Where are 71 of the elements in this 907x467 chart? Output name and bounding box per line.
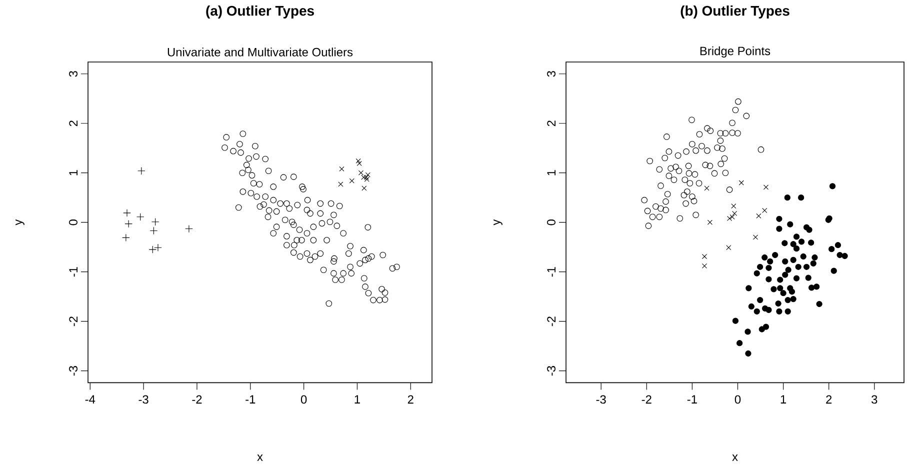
x-tick-label: 1: [780, 395, 786, 404]
point: [730, 214, 735, 220]
y-tick-label: 2: [547, 120, 556, 126]
point: [702, 254, 708, 260]
point: [362, 186, 367, 191]
y-tick-label: -2: [547, 316, 556, 326]
point: [154, 244, 162, 252]
y-tick-label: -1: [547, 267, 556, 277]
point: [148, 246, 156, 254]
y-axis-title: y: [16, 219, 24, 226]
point: [702, 263, 708, 268]
y-tick-label: -3: [547, 366, 556, 376]
point: [762, 208, 768, 213]
point: [339, 166, 344, 172]
x-axis-title: x: [257, 454, 263, 461]
x-tick-label: 1: [354, 395, 360, 404]
point: [138, 167, 146, 175]
point: [358, 170, 364, 176]
point: [150, 226, 158, 235]
y-tick-label: 3: [547, 71, 556, 77]
y-tick-label: 0: [69, 219, 78, 226]
chart-title: (a) Outlier Types: [206, 6, 314, 19]
x-tick-label: 2: [408, 395, 414, 404]
x-tick-label: -1: [687, 395, 697, 404]
x-tick-label: 0: [734, 395, 741, 404]
x-tick-label: -1: [246, 395, 256, 404]
point: [364, 174, 369, 180]
point: [122, 234, 130, 242]
x-tick-label: -2: [192, 395, 202, 404]
x-tick-label: -3: [596, 395, 606, 404]
point: [752, 234, 758, 240]
x-tick-label: 3: [872, 395, 878, 404]
point: [185, 224, 193, 233]
point: [338, 182, 344, 187]
point: [349, 178, 354, 184]
chart-subtitle: Bridge Points: [700, 46, 770, 58]
point: [707, 220, 712, 225]
point: [726, 245, 732, 250]
y-tick-label: -1: [69, 267, 78, 277]
point: [727, 216, 732, 221]
chart-title: (b) Outlier Types: [680, 6, 790, 19]
point: [365, 172, 370, 178]
point: [136, 213, 144, 221]
x-tick-label: -3: [138, 395, 148, 404]
y-tick-label: -3: [69, 366, 78, 376]
point: [738, 180, 744, 186]
point: [732, 210, 738, 216]
y-tick-label: 1: [547, 170, 556, 176]
y-tick-label: -2: [69, 316, 78, 326]
point: [356, 158, 361, 164]
y-tick-label: 2: [69, 120, 78, 126]
x-axis-title: x: [732, 454, 738, 461]
y-tick-label: 0: [547, 219, 556, 226]
y-tick-label: 3: [69, 71, 78, 77]
y-tick-label: 1: [69, 170, 78, 176]
point: [123, 209, 131, 217]
point: [124, 220, 132, 228]
point: [361, 174, 366, 180]
point: [731, 203, 736, 209]
x-tick-label: -4: [85, 395, 96, 404]
chart-subtitle: Univariate and Multivariate Outliers: [168, 48, 353, 56]
x-tick-label: 0: [300, 395, 307, 404]
point: [704, 186, 710, 191]
point: [356, 160, 362, 166]
point: [763, 184, 769, 190]
x-tick-label: -2: [642, 395, 652, 404]
point: [151, 218, 160, 226]
point: [364, 176, 370, 182]
y-axis-title: y: [494, 219, 502, 226]
point: [756, 213, 762, 218]
x-tick-label: 2: [826, 395, 832, 404]
